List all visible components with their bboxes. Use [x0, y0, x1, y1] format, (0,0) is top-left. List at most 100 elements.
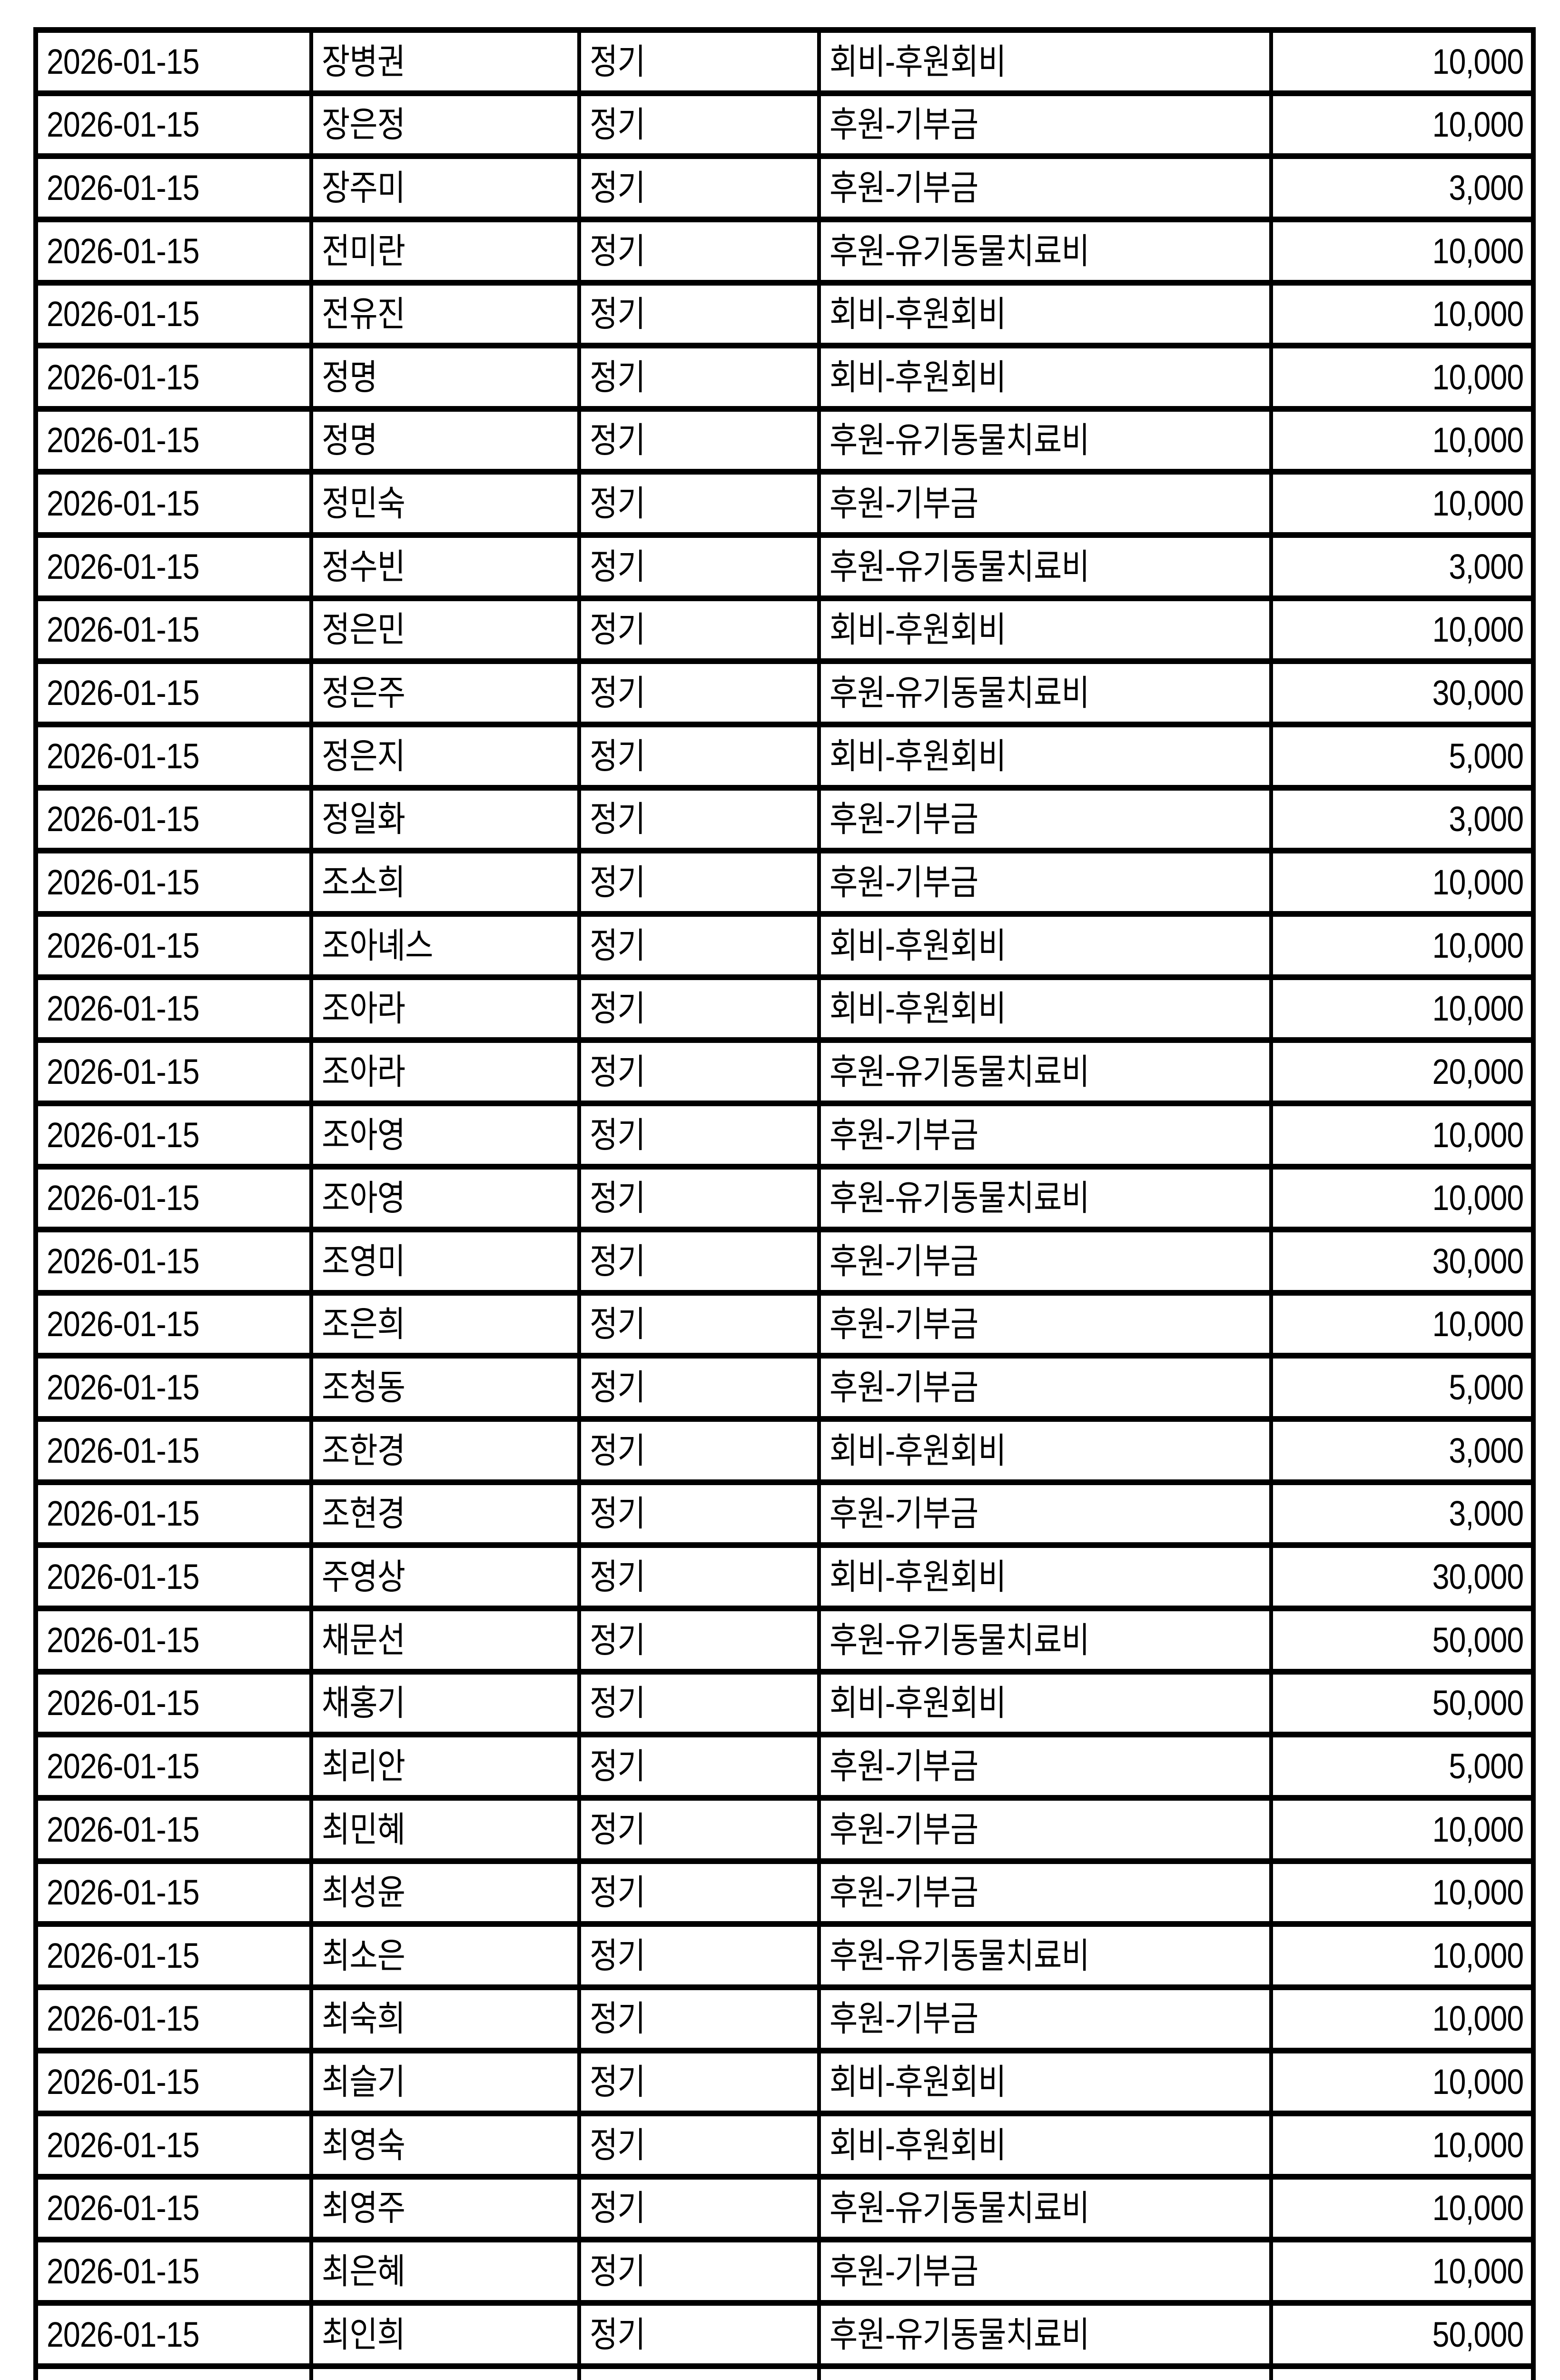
table-row: 2026-01-15 조현경 정기 후원-기부금 3,000 [33, 1479, 1535, 1548]
donation-type-cell: 정기 [577, 1353, 821, 1422]
date-value: 2026-01-15 [47, 105, 199, 145]
donor-name-value: 최민혜 [322, 1809, 405, 1849]
donation-type-value: 정기 [590, 862, 646, 902]
amount-value: 10,000 [1432, 1304, 1524, 1344]
table-row: 2026-01-15 최은혜 정기 후원-기부금 10,000 [33, 2237, 1535, 2306]
date-value: 2026-01-15 [47, 1557, 199, 1597]
donation-type-value: 정기 [590, 1683, 646, 1723]
donation-type-value: 정기 [590, 484, 646, 524]
category-cell: 회비-후원회비 [817, 2363, 1274, 2380]
date-cell: 2026-01-15 [33, 1606, 314, 1675]
donation-type-cell: 정기 [577, 595, 821, 664]
donor-name-cell: 조영미 [309, 1227, 582, 1296]
amount-cell: 50,000 [1269, 1606, 1535, 1675]
donor-name-cell: 최슬기 [309, 2047, 582, 2117]
donor-name-value: 정명 [322, 420, 378, 460]
category-cell: 회비-후원회비 [817, 27, 1274, 96]
table-row: 2026-01-15 최인희 정기 회비-후원회비 50,000 [33, 2363, 1535, 2380]
date-value: 2026-01-15 [47, 1935, 199, 1975]
donation-type-cell: 정기 [577, 1984, 821, 2053]
table-row: 2026-01-15 정은지 정기 회비-후원회비 5,000 [33, 722, 1535, 791]
donation-type-value: 정기 [590, 357, 646, 397]
donation-type-cell: 정기 [577, 1606, 821, 1675]
donor-name-value: 조아라 [322, 989, 405, 1029]
amount-cell: 10,000 [1269, 1795, 1535, 1864]
date-cell: 2026-01-15 [33, 658, 314, 728]
category-value: 후원-기부금 [829, 1368, 978, 1408]
donation-type-cell: 정기 [577, 406, 821, 475]
amount-value: 10,000 [1432, 2125, 1524, 2165]
donor-name-value: 전미란 [322, 231, 405, 271]
donor-name-value: 정은지 [322, 736, 405, 776]
date-cell: 2026-01-15 [33, 279, 314, 349]
amount-value: 10,000 [1432, 925, 1524, 965]
donor-name-cell: 조아라 [309, 974, 582, 1043]
donation-type-value: 정기 [590, 989, 646, 1029]
category-cell: 후원-기부금 [817, 1732, 1274, 1801]
donation-type-value: 정기 [590, 1809, 646, 1849]
donation-type-cell: 정기 [577, 1921, 821, 1990]
category-cell: 후원-기부금 [817, 1858, 1274, 1927]
donor-name-cell: 정민숙 [309, 469, 582, 538]
table-row: 2026-01-15 정명 정기 후원-유기동물치료비 10,000 [33, 406, 1535, 475]
donor-name-cell: 최영숙 [309, 2111, 582, 2180]
donation-type-value: 정기 [590, 2125, 646, 2165]
amount-cell: 30,000 [1269, 1227, 1535, 1296]
category-value: 회비-후원회비 [829, 357, 1007, 397]
date-cell: 2026-01-15 [33, 1037, 314, 1106]
table-row: 2026-01-15 정일화 정기 후원-기부금 3,000 [33, 784, 1535, 854]
date-value: 2026-01-15 [47, 1178, 199, 1218]
amount-cell: 10,000 [1269, 279, 1535, 349]
table-row: 2026-01-15 정명 정기 회비-후원회비 10,000 [33, 343, 1535, 412]
donor-name-cell: 최인희 [309, 2300, 582, 2369]
donor-name-value: 최슬기 [322, 2062, 405, 2102]
amount-cell: 3,000 [1269, 532, 1535, 601]
date-value: 2026-01-15 [47, 1241, 199, 1281]
amount-value: 50,000 [1432, 1683, 1524, 1723]
table-row: 2026-01-15 정수빈 정기 후원-유기동물치료비 3,000 [33, 532, 1535, 601]
amount-cell: 50,000 [1269, 2363, 1535, 2380]
donor-name-value: 조아영 [322, 1178, 405, 1218]
date-value: 2026-01-15 [47, 357, 199, 397]
date-cell: 2026-01-15 [33, 343, 314, 412]
table-row: 2026-01-15 최슬기 정기 회비-후원회비 10,000 [33, 2047, 1535, 2117]
donor-name-cell: 장주미 [309, 153, 582, 222]
amount-value: 50,000 [1432, 1620, 1524, 1660]
donation-type-value: 정기 [590, 1178, 646, 1218]
donor-name-value: 채문선 [322, 1620, 405, 1660]
donation-type-value: 정기 [590, 1115, 646, 1155]
amount-value: 10,000 [1432, 1999, 1524, 2039]
donor-name-cell: 정은주 [309, 658, 582, 728]
category-cell: 후원-기부금 [817, 848, 1274, 917]
table-row: 2026-01-15 장은정 정기 후원-기부금 10,000 [33, 90, 1535, 159]
date-value: 2026-01-15 [47, 1304, 199, 1344]
donor-name-value: 최인희 [322, 2378, 405, 2380]
table-row: 2026-01-15 조소희 정기 후원-기부금 10,000 [33, 848, 1535, 917]
date-value: 2026-01-15 [47, 1809, 199, 1849]
date-value: 2026-01-15 [47, 1494, 199, 1534]
donation-type-cell: 정기 [577, 784, 821, 854]
date-cell: 2026-01-15 [33, 216, 314, 286]
donation-type-value: 정기 [590, 420, 646, 460]
amount-value: 10,000 [1432, 357, 1524, 397]
date-value: 2026-01-15 [47, 1051, 199, 1091]
donor-name-value: 정일화 [322, 799, 405, 839]
table-row: 2026-01-15 채홍기 정기 회비-후원회비 50,000 [33, 1668, 1535, 1738]
date-value: 2026-01-15 [47, 736, 199, 776]
date-value: 2026-01-15 [47, 484, 199, 524]
donor-name-cell: 정수빈 [309, 532, 582, 601]
date-value: 2026-01-15 [47, 231, 199, 271]
donation-type-cell: 정기 [577, 1542, 821, 1611]
table-row: 2026-01-15 조아라 정기 후원-유기동물치료비 20,000 [33, 1037, 1535, 1106]
donor-name-value: 최인희 [322, 2314, 405, 2354]
date-value: 2026-01-15 [47, 673, 199, 713]
amount-value: 5,000 [1449, 1746, 1524, 1786]
date-value: 2026-01-15 [47, 546, 199, 586]
amount-cell: 10,000 [1269, 1921, 1535, 1990]
donation-type-value: 정기 [590, 231, 646, 271]
donor-name-value: 조은희 [322, 1304, 405, 1344]
date-value: 2026-01-15 [47, 2188, 199, 2228]
table-row: 2026-01-15 최민혜 정기 후원-기부금 10,000 [33, 1795, 1535, 1864]
category-cell: 후원-기부금 [817, 2237, 1274, 2306]
